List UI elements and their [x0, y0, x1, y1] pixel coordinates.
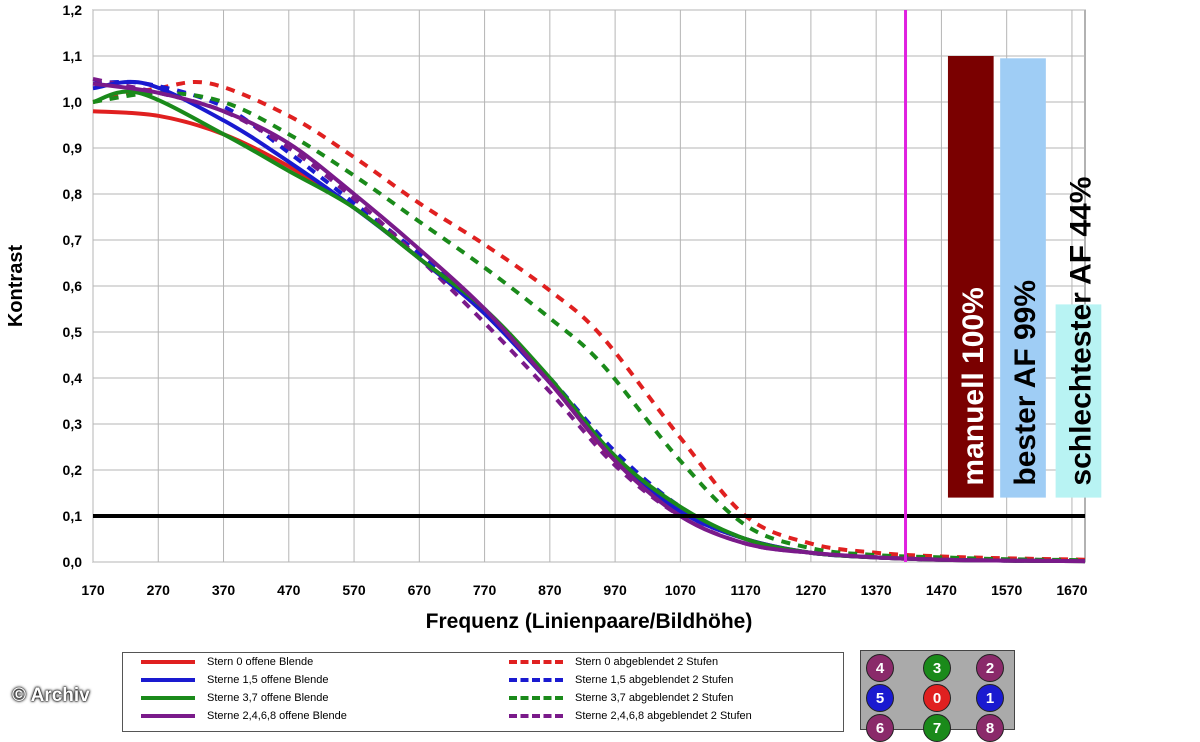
- star-badge: 0: [923, 684, 951, 712]
- legend-item: Stern 0 offene Blende: [141, 653, 313, 671]
- legend-label: Sterne 2,4,6,8 abgeblendet 2 Stufen: [575, 710, 752, 722]
- series-line-dashed: [92, 79, 1086, 562]
- x-tick-label: 970: [603, 582, 627, 598]
- star-badge: 5: [866, 684, 894, 712]
- legend-label: Sterne 1,5 offene Blende: [207, 674, 329, 686]
- legend-item: Sterne 3,7 offene Blende: [141, 689, 329, 707]
- legend-swatch: [509, 714, 563, 718]
- legend-item: Sterne 1,5 offene Blende: [141, 671, 329, 689]
- legend-swatch: [509, 678, 563, 682]
- legend-swatch: [141, 714, 195, 718]
- x-tick-label: 770: [473, 582, 497, 598]
- star-badge: 1: [976, 684, 1004, 712]
- legend-label: Sterne 2,4,6,8 offene Blende: [207, 710, 347, 722]
- x-tick-label: 1370: [861, 582, 892, 598]
- star-badge: 7: [923, 714, 951, 742]
- star-badge: 3: [923, 654, 951, 682]
- series-line-solid: [92, 81, 1086, 564]
- legend-item: Sterne 2,4,6,8 offene Blende: [141, 707, 347, 725]
- x-tick-label: 170: [81, 582, 105, 598]
- y-tick-label: 0,6: [63, 278, 83, 294]
- star-position-diagram: 4 3 2 5 0 1 6 7 8: [860, 650, 1015, 742]
- bar-label: bester AF 99%: [1009, 280, 1042, 486]
- y-tick-label: 0,2: [63, 462, 83, 478]
- legend-swatch: [509, 660, 563, 664]
- x-tick-label: 1470: [926, 582, 957, 598]
- legend-label: Sterne 3,7 abgeblendet 2 Stufen: [575, 692, 734, 704]
- y-tick-label: 0,7: [63, 232, 83, 248]
- x-tick-label: 1070: [665, 582, 696, 598]
- bar: [947, 56, 994, 498]
- bar-label: manuell 100%: [957, 287, 990, 485]
- legend-item: Sterne 2,4,6,8 abgeblendet 2 Stufen: [509, 707, 752, 725]
- copyright-credit: © Archiv: [12, 685, 90, 706]
- mtf-chart: manuell 100% bester AF 99% schlechtester A…: [5, 2, 1102, 633]
- legend-swatch: [509, 696, 563, 700]
- chart-axes: 170 270 370 470 570 670 770 870 970 1070 1170 1270 1…: [63, 2, 1088, 598]
- y-tick-label: 0,9: [63, 140, 83, 156]
- x-tick-label: 570: [342, 582, 366, 598]
- legend-label: Stern 0 offene Blende: [207, 656, 314, 668]
- legend-item: Sterne 1,5 abgeblendet 2 Stufen: [509, 671, 733, 689]
- legend-swatch: [141, 678, 195, 682]
- x-tick-label: 1270: [795, 582, 826, 598]
- chart-series: [92, 77, 1086, 564]
- legend-label: Sterne 3,7 offene Blende: [207, 692, 329, 704]
- legend-swatch: [141, 696, 195, 700]
- x-tick-label: 870: [538, 582, 562, 598]
- y-tick-label: 0,4: [63, 370, 83, 386]
- star-badge: 8: [976, 714, 1004, 742]
- chart-bars: manuell 100% bester AF 99% schlechtester A…: [947, 56, 1102, 498]
- y-tick-label: 0,3: [63, 416, 83, 432]
- x-tick-label: 670: [408, 582, 432, 598]
- y-tick-label: 0,5: [63, 324, 83, 340]
- star-badge: 2: [976, 654, 1004, 682]
- legend-label: Stern 0 abgeblendet 2 Stufen: [575, 656, 719, 668]
- star-badge: 6: [866, 714, 894, 742]
- legend-label: Sterne 1,5 abgeblendet 2 Stufen: [575, 674, 734, 686]
- bar: [1000, 58, 1046, 498]
- star-badge: 4: [866, 654, 894, 682]
- y-tick-label: 0,0: [63, 554, 83, 570]
- legend-item: Stern 0 abgeblendet 2 Stufen: [509, 653, 718, 671]
- legend-item: Sterne 3,7 abgeblendet 2 Stufen: [509, 689, 733, 707]
- y-axis-label: Kontrast: [5, 245, 27, 328]
- x-tick-label: 1170: [730, 582, 761, 598]
- chart-legend: Stern 0 offene Blende Sterne 1,5 offene …: [122, 652, 844, 732]
- y-tick-label: 0,8: [63, 186, 83, 202]
- bar: [1055, 304, 1102, 498]
- y-tick-label: 1,2: [63, 2, 83, 18]
- x-tick-label: 1570: [991, 582, 1022, 598]
- x-tick-label: 1670: [1056, 582, 1087, 598]
- x-tick-label: 470: [277, 582, 301, 598]
- chart-grid: [92, 9, 1086, 563]
- y-tick-label: 1,1: [63, 48, 83, 64]
- series-line-dashed: [92, 90, 1086, 563]
- y-tick-label: 0,1: [63, 508, 83, 524]
- bar-label: schlechtester AF 44%: [1064, 177, 1097, 486]
- y-tick-label: 1,0: [63, 94, 83, 110]
- legend-swatch: [141, 660, 195, 664]
- x-axis-label: Frequenz (Linienpaare/Bildhöhe): [426, 610, 753, 633]
- x-tick-label: 270: [147, 582, 171, 598]
- x-tick-label: 370: [212, 582, 236, 598]
